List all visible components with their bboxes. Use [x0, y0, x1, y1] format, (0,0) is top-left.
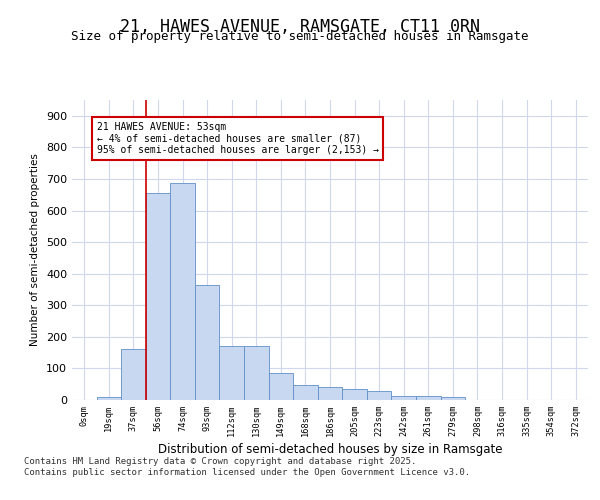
Bar	[269, 373, 293, 400]
Bar	[440, 397, 465, 400]
Text: 21, HAWES AVENUE, RAMSGATE, CT11 0RN: 21, HAWES AVENUE, RAMSGATE, CT11 0RN	[120, 18, 480, 36]
Bar	[170, 182, 195, 400]
Bar	[146, 193, 170, 400]
Text: Contains HM Land Registry data © Crown copyright and database right 2025.
Contai: Contains HM Land Registry data © Crown c…	[24, 458, 470, 477]
X-axis label: Distribution of semi-detached houses by size in Ramsgate: Distribution of semi-detached houses by …	[158, 444, 502, 456]
Y-axis label: Number of semi-detached properties: Number of semi-detached properties	[31, 154, 40, 346]
Bar	[220, 346, 244, 400]
Bar	[367, 390, 391, 400]
Bar	[97, 398, 121, 400]
Bar	[244, 346, 269, 400]
Text: 21 HAWES AVENUE: 53sqm
← 4% of semi-detached houses are smaller (87)
95% of semi: 21 HAWES AVENUE: 53sqm ← 4% of semi-deta…	[97, 122, 379, 156]
Bar	[342, 389, 367, 400]
Bar	[416, 396, 440, 400]
Bar	[121, 348, 146, 400]
Bar	[195, 286, 220, 400]
Text: Size of property relative to semi-detached houses in Ramsgate: Size of property relative to semi-detach…	[71, 30, 529, 43]
Bar	[391, 396, 416, 400]
Bar	[318, 388, 342, 400]
Bar	[293, 385, 318, 400]
